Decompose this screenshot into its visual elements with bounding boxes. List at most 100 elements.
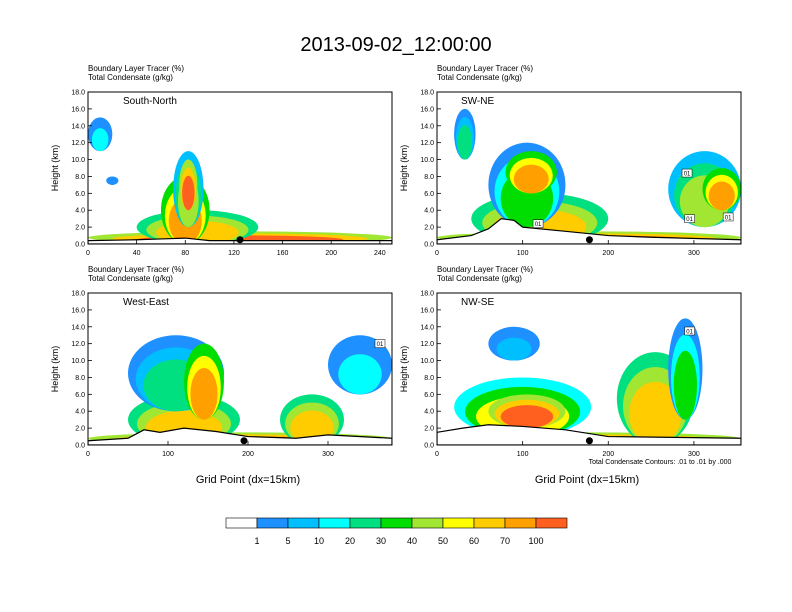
contour-label-box xyxy=(684,214,695,223)
y-tick-label: 16.0 xyxy=(71,307,85,314)
panel-subtitle-tracer: Boundary Layer Tracer (%) xyxy=(88,64,184,73)
panel-south-north: Boundary Layer Tracer (%)Total Condensat… xyxy=(50,64,393,257)
y-tick-label: 14.0 xyxy=(420,324,434,331)
terrain xyxy=(437,218,741,244)
terrain xyxy=(437,424,741,445)
contour-label: 01 xyxy=(681,168,693,178)
y-tick-label: 2.0 xyxy=(424,426,434,433)
x-tick-label: 200 xyxy=(602,451,614,458)
field-contour-3-2 xyxy=(190,367,218,420)
contour-label-text: 01 xyxy=(686,330,693,336)
y-tick-label: 6.0 xyxy=(75,191,85,198)
panel-subtitle-condensate: Total Condensate (g/kg) xyxy=(88,73,173,82)
x-tick-label: 0 xyxy=(86,451,90,458)
colorbar-label: 50 xyxy=(438,536,448,546)
x-tick-label: 300 xyxy=(688,250,700,257)
y-tick-label: 2.0 xyxy=(75,225,85,232)
panel-sw-ne: Boundary Layer Tracer (%)Total Condensat… xyxy=(399,64,742,257)
panel-label: NW-SE xyxy=(461,297,494,308)
y-tick-label: 0.0 xyxy=(75,242,85,249)
colorbar-label: 30 xyxy=(376,536,386,546)
colorbar-swatch xyxy=(442,517,475,529)
x-tick-label: 80 xyxy=(181,250,189,257)
y-tick-label: 10.0 xyxy=(71,157,85,164)
colorbar-swatch xyxy=(225,517,258,529)
y-tick-label: 8.0 xyxy=(75,174,85,181)
colorbar-label: 10 xyxy=(314,536,324,546)
x-tick-label: 0 xyxy=(435,451,439,458)
panel-nw-se: Boundary Layer Tracer (%)Total Condensat… xyxy=(399,265,742,458)
x-tick-label: 120 xyxy=(228,250,240,257)
y-axis-label: Height (km) xyxy=(50,145,60,192)
x-tick-label: 0 xyxy=(435,250,439,257)
colorbar: 1 5 10 20 30 40 50 60 70 100 xyxy=(225,517,568,546)
field-layer: 01 xyxy=(88,335,392,445)
colorbar-swatch xyxy=(535,517,568,529)
colorbar-swatch xyxy=(504,517,537,529)
contour-note: Total Condensate Contours: .01 to .01 by… xyxy=(589,459,732,466)
panels: Boundary Layer Tracer (%)Total Condensat… xyxy=(50,64,742,458)
contour-label-box xyxy=(681,168,693,178)
y-tick-label: 0.0 xyxy=(75,443,85,450)
panel-label: West-East xyxy=(123,297,169,308)
location-marker xyxy=(240,437,248,445)
contour-label: 01 xyxy=(722,212,734,222)
contour-label-box xyxy=(532,219,544,228)
plot-frame xyxy=(87,91,393,245)
y-tick-label: 4.0 xyxy=(424,409,434,416)
y-tick-label: 0.0 xyxy=(424,443,434,450)
y-tick-label: 8.0 xyxy=(424,174,434,181)
contour-label-box xyxy=(722,212,734,222)
y-tick-label: 6.0 xyxy=(424,191,434,198)
y-tick-label: 6.0 xyxy=(424,392,434,399)
panel-subtitle-tracer: Boundary Layer Tracer (%) xyxy=(437,265,533,274)
y-tick-label: 18.0 xyxy=(71,90,85,97)
y-tick-label: 12.0 xyxy=(420,140,434,147)
field-contour-3-2 xyxy=(496,337,532,361)
y-tick-label: 2.0 xyxy=(75,426,85,433)
y-tick-label: 18.0 xyxy=(420,90,434,97)
plot-frame xyxy=(87,292,393,446)
panel-label: SW-NE xyxy=(461,96,494,107)
panel-label: South-North xyxy=(123,96,177,107)
field-contour-3-2 xyxy=(513,164,549,194)
y-tick-label: 8.0 xyxy=(75,375,85,382)
contour-label-box xyxy=(684,326,695,336)
terrain xyxy=(88,427,392,445)
y-tick-label: 18.0 xyxy=(71,291,85,298)
x-tick-label: 240 xyxy=(374,250,386,257)
y-tick-label: 12.0 xyxy=(71,341,85,348)
y-tick-label: 16.0 xyxy=(71,106,85,113)
y-tick-label: 10.0 xyxy=(420,358,434,365)
location-marker xyxy=(236,236,244,244)
y-tick-label: 14.0 xyxy=(71,123,85,130)
colorbar-swatch xyxy=(473,517,506,529)
colorbar-swatch xyxy=(318,517,351,529)
colorbar-swatch xyxy=(349,517,382,529)
y-tick-label: 4.0 xyxy=(75,208,85,215)
field-contour-4-2 xyxy=(182,175,195,211)
y-tick-label: 8.0 xyxy=(424,375,434,382)
y-axis-label: Height (km) xyxy=(399,145,409,192)
x-axis-label-right: Grid Point (dx=15km) xyxy=(535,474,639,486)
field-contour-5-2 xyxy=(673,350,697,420)
plot-frame xyxy=(436,91,742,245)
y-tick-label: 4.0 xyxy=(424,208,434,215)
panel-west-east: Boundary Layer Tracer (%)Total Condensat… xyxy=(50,265,393,458)
field-contour-4-2 xyxy=(457,125,473,160)
field-contour-4-2 xyxy=(629,381,682,445)
contour-label-text: 01 xyxy=(535,222,542,228)
contour-label-text: 01 xyxy=(686,217,693,223)
x-tick-label: 40 xyxy=(133,250,141,257)
field-contour-6-2 xyxy=(708,181,735,211)
x-axis-label-left: Grid Point (dx=15km) xyxy=(196,474,300,486)
y-tick-label: 0.0 xyxy=(424,242,434,249)
field-layer: 01 xyxy=(437,318,741,445)
panel-subtitle-condensate: Total Condensate (g/kg) xyxy=(88,274,173,283)
y-tick-label: 16.0 xyxy=(420,106,434,113)
y-tick-label: 14.0 xyxy=(71,324,85,331)
main-title: 2013-09-02_12:00:00 xyxy=(300,34,491,56)
x-tick-label: 160 xyxy=(277,250,289,257)
colorbar-label: 20 xyxy=(345,536,355,546)
